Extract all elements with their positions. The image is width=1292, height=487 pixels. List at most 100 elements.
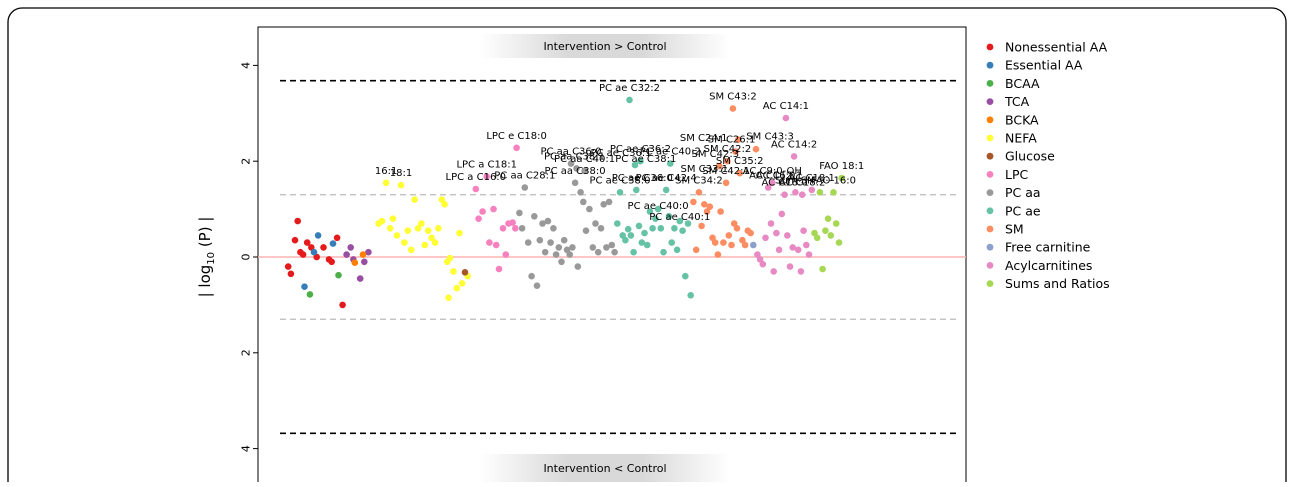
data-point xyxy=(716,162,723,170)
y-axis-label-tail: (P) | xyxy=(196,217,214,252)
legend-entry: SM xyxy=(1005,222,1024,237)
legend-swatch xyxy=(986,225,994,233)
data-point xyxy=(335,271,342,279)
point-annotation: AC C18:0 xyxy=(761,178,807,189)
data-point xyxy=(714,251,722,258)
data-point xyxy=(453,284,461,292)
data-point xyxy=(571,179,579,187)
data-point xyxy=(492,241,500,249)
legend-entry: Glucose xyxy=(1005,149,1055,164)
data-point xyxy=(667,160,674,167)
point-annotation: SM C26:1 xyxy=(708,135,756,146)
legend-swatch xyxy=(986,134,994,142)
data-point xyxy=(649,225,656,232)
data-point xyxy=(735,136,742,143)
data-point xyxy=(728,241,735,249)
data-point xyxy=(555,244,563,251)
data-point xyxy=(386,225,394,232)
data-point xyxy=(393,232,401,239)
point-annotation: PC ae C40:1 xyxy=(649,212,710,223)
data-point xyxy=(792,189,799,196)
point-annotation: SM C42:2 xyxy=(704,144,752,155)
data-point xyxy=(690,198,697,206)
data-point xyxy=(732,148,739,155)
data-point xyxy=(762,234,769,242)
data-point xyxy=(805,251,813,258)
data-point xyxy=(635,222,643,230)
data-point xyxy=(486,239,493,246)
legend-swatch xyxy=(986,171,994,178)
legend-swatch xyxy=(986,152,994,160)
data-point xyxy=(759,260,767,268)
plot-area xyxy=(257,26,967,487)
data-point xyxy=(472,185,480,193)
data-point xyxy=(310,248,318,256)
data-point xyxy=(808,186,816,194)
point-annotation: AC C16:0 xyxy=(749,171,795,182)
data-point xyxy=(773,229,780,237)
point-annotation: AC C18:1 xyxy=(789,173,835,184)
data-point xyxy=(782,114,790,122)
data-point xyxy=(603,244,610,251)
data-point xyxy=(824,215,832,222)
point-annotation: PC aa C38:1 xyxy=(544,151,605,162)
point-annotation: SM C43:2 xyxy=(709,92,757,103)
data-point xyxy=(687,292,694,299)
data-point xyxy=(347,244,355,251)
data-point xyxy=(320,244,327,251)
data-point xyxy=(356,275,364,282)
data-point xyxy=(438,196,446,203)
legend-entry: Nonessential AA xyxy=(1005,40,1108,55)
data-point xyxy=(574,263,582,270)
data-point xyxy=(495,265,503,273)
data-point xyxy=(778,210,786,218)
data-point xyxy=(328,258,336,266)
data-point xyxy=(567,160,575,167)
data-point xyxy=(536,236,544,244)
data-point xyxy=(589,244,597,251)
data-point xyxy=(359,251,367,258)
point-annotation: SM C34:2 xyxy=(675,175,723,186)
data-point xyxy=(560,236,568,244)
point-annotation: AC C9:0-OH xyxy=(743,166,802,177)
data-point xyxy=(790,153,798,160)
data-point xyxy=(431,239,439,246)
data-point xyxy=(531,213,538,220)
data-point xyxy=(626,96,633,104)
legend-entry: TCA xyxy=(1004,94,1030,109)
legend-entry: BCAA xyxy=(1005,76,1040,91)
data-point xyxy=(616,189,624,196)
data-point xyxy=(445,294,452,302)
point-annotation: SM C33:1 xyxy=(681,164,729,175)
data-point xyxy=(569,244,576,251)
legend-swatch xyxy=(986,80,994,87)
data-point xyxy=(676,217,684,225)
data-point xyxy=(682,272,689,280)
data-point xyxy=(475,215,482,222)
data-point xyxy=(343,251,350,258)
point-annotation: PC ae C40:0 xyxy=(628,201,689,212)
point-annotation: PC ae C36:0 xyxy=(612,173,673,184)
data-point xyxy=(752,145,760,153)
data-point xyxy=(754,251,761,258)
data-point xyxy=(458,280,466,287)
data-point xyxy=(722,179,730,187)
data-point xyxy=(573,165,580,172)
point-annotation: AC C12:1 xyxy=(756,171,802,182)
data-point xyxy=(435,225,442,232)
data-point xyxy=(835,239,843,246)
data-point xyxy=(577,189,584,196)
y-axis-label-main: | log xyxy=(196,265,214,298)
data-point xyxy=(550,225,557,232)
data-point xyxy=(308,244,315,251)
data-point xyxy=(797,268,805,275)
data-point xyxy=(770,268,777,275)
point-annotation: PC aa C38:0 xyxy=(545,166,606,177)
data-point xyxy=(479,208,486,215)
data-point xyxy=(657,225,665,232)
point-annotation: PC ae C36:1 xyxy=(590,148,651,159)
point-annotation: PC aa C36:0 xyxy=(540,147,601,158)
point-annotation: PC ae C38:1 xyxy=(615,154,676,165)
outer-border xyxy=(7,7,1287,487)
point-annotation: 16:1 xyxy=(375,166,397,177)
